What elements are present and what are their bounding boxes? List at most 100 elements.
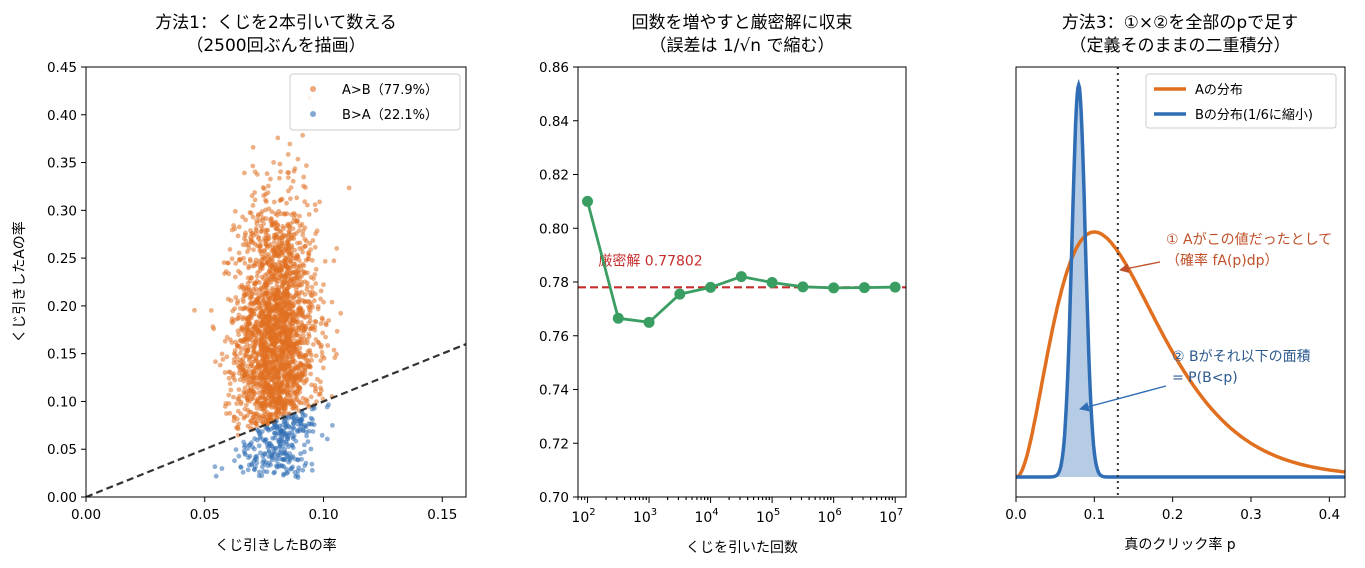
scatter-point-a-gt-b	[244, 326, 249, 331]
scatter-point-b-gt-a	[326, 402, 331, 407]
scatter-point-a-gt-b	[264, 227, 269, 233]
scatter-point-a-gt-b	[270, 412, 275, 418]
scatter-point-a-gt-b	[252, 281, 258, 287]
scatter-point-a-gt-b	[310, 238, 316, 243]
scatter-point-a-gt-b	[334, 246, 340, 251]
panel-2-x-label: くじを引いた回数	[686, 540, 798, 556]
scatter-point-a-gt-b	[273, 387, 278, 392]
scatter-point-b-gt-a	[306, 428, 312, 434]
scatter-point-a-gt-b	[329, 299, 335, 305]
y-tick-label: 0.86	[539, 60, 569, 76]
scatter-point-a-gt-b	[292, 166, 298, 172]
scatter-point-a-gt-b	[243, 288, 249, 293]
scatter-point-a-gt-b	[245, 280, 251, 286]
scatter-point-a-gt-b	[269, 336, 275, 342]
y-tick-label: 0.35	[47, 156, 77, 172]
scatter-point-a-gt-b	[291, 346, 297, 352]
scatter-point-a-gt-b	[277, 175, 282, 181]
scatter-point-a-gt-b	[244, 331, 250, 337]
scatter-point-a-gt-b	[300, 249, 305, 255]
scatter-point-b-gt-a	[277, 436, 282, 442]
scatter-point-a-gt-b	[295, 156, 301, 162]
scatter-point-a-gt-b	[224, 334, 230, 340]
y-tick-label: 0.15	[47, 347, 77, 363]
scatter-point-a-gt-b	[269, 354, 275, 360]
scatter-point-a-gt-b	[254, 221, 260, 227]
annotation-2-line2: = P(B<p)	[1172, 370, 1238, 386]
scatter-point-a-gt-b	[232, 274, 238, 280]
scatter-point-a-gt-b	[240, 242, 246, 248]
scatter-point-a-gt-b	[331, 258, 337, 264]
scatter-point-a-gt-b	[289, 332, 295, 338]
y-tick-label: 0.70	[539, 490, 569, 506]
scatter-point-a-gt-b	[227, 247, 233, 252]
scatter-point-a-gt-b	[302, 298, 308, 304]
scatter-point-a-gt-b	[297, 246, 303, 251]
scatter-point-a-gt-b	[252, 401, 258, 407]
scatter-point-a-gt-b	[247, 210, 253, 215]
scatter-point-a-gt-b	[285, 175, 291, 181]
scatter-point-a-gt-b	[305, 256, 311, 262]
scatter-point-b-gt-a	[324, 436, 330, 442]
scatter-point-a-gt-b	[282, 402, 288, 408]
scatter-point-a-gt-b	[331, 347, 337, 353]
scatter-point-b-gt-a	[281, 472, 286, 478]
scatter-point-a-gt-b	[280, 224, 285, 229]
scatter-point-a-gt-b	[264, 327, 270, 332]
scatter-point-a-gt-b	[290, 283, 296, 288]
scatter-point-b-gt-a	[311, 422, 317, 428]
scatter-point-a-gt-b	[279, 196, 285, 202]
scatter-point-a-gt-b	[281, 331, 287, 336]
scatter-point-b-gt-a	[281, 450, 287, 456]
x-tick-label: 0.1	[1084, 507, 1105, 523]
convergence-point	[828, 282, 840, 294]
scatter-point-b-gt-a	[285, 469, 291, 475]
scatter-point-a-gt-b	[275, 347, 280, 353]
scatter-point-a-gt-b	[222, 338, 228, 344]
scatter-point-a-gt-b	[240, 214, 246, 220]
scatter-point-a-gt-b	[258, 223, 264, 229]
scatter-point-a-gt-b	[272, 239, 277, 245]
scatter-point-a-gt-b	[278, 400, 283, 406]
scatter-point-a-gt-b	[256, 349, 262, 355]
scatter-point-a-gt-b	[306, 334, 312, 339]
scatter-point-a-gt-b	[236, 387, 242, 392]
scatter-point-a-gt-b	[276, 306, 282, 312]
scatter-point-a-gt-b	[232, 348, 238, 353]
x-tick-label: 0.00	[71, 507, 101, 523]
scatter-point-a-gt-b	[260, 373, 266, 379]
scatter-point-a-gt-b	[274, 372, 279, 377]
scatter-point-a-gt-b	[231, 414, 237, 420]
scatter-point-b-gt-a	[242, 444, 247, 450]
scatter-point-a-gt-b	[282, 272, 288, 278]
convergence-point	[766, 277, 778, 289]
scatter-point-b-gt-a	[274, 458, 279, 463]
scatter-point-b-gt-a	[289, 443, 295, 448]
scatter-point-a-gt-b	[260, 262, 266, 268]
scatter-point-a-gt-b	[269, 285, 275, 291]
convergence-point	[735, 271, 747, 283]
scatter-point-a-gt-b	[300, 332, 306, 338]
scatter-point-a-gt-b	[286, 284, 292, 290]
scatter-point-a-gt-b	[245, 363, 250, 369]
scatter-point-a-gt-b	[288, 185, 294, 191]
scatter-point-a-gt-b	[248, 300, 254, 306]
scatter-point-a-gt-b	[322, 258, 328, 264]
scatter-point-a-gt-b	[279, 311, 285, 317]
scatter-point-b-gt-a	[310, 429, 316, 434]
scatter-point-a-gt-b	[249, 193, 255, 199]
panel-1-axes-frame	[85, 66, 467, 498]
scatter-point-a-gt-b	[315, 376, 320, 382]
scatter-point-a-gt-b	[275, 135, 281, 141]
scatter-point-a-gt-b	[239, 324, 245, 330]
b-distribution-curve	[1016, 78, 1345, 479]
scatter-point-a-gt-b	[249, 363, 255, 369]
scatter-point-a-gt-b	[249, 330, 255, 336]
scatter-point-b-gt-a	[289, 455, 294, 460]
scatter-point-a-gt-b	[241, 393, 247, 399]
scatter-point-a-gt-b	[271, 232, 277, 238]
scatter-point-a-gt-b	[297, 240, 303, 246]
scatter-point-a-gt-b	[313, 353, 319, 359]
scatter-point-a-gt-b	[240, 296, 246, 302]
scatter-point-a-gt-b	[288, 341, 293, 346]
